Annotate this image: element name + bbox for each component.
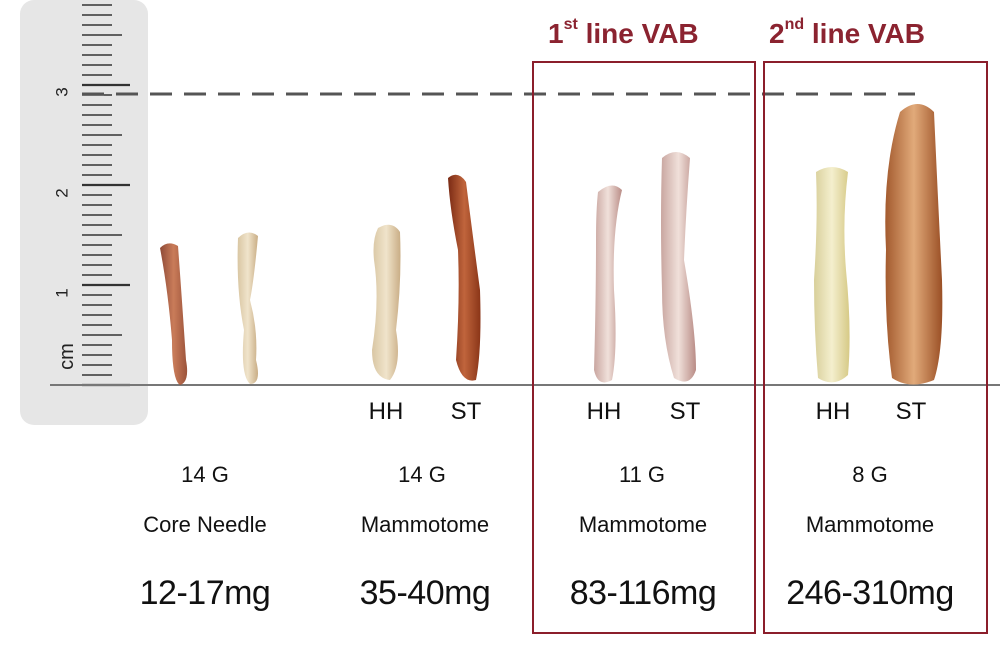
sample-11g-st — [661, 152, 696, 382]
device-group-3: Mammotome — [578, 512, 708, 537]
sample-core-needle-2 — [237, 232, 258, 384]
gauge-group-1: 14 G — [181, 462, 229, 487]
tag-11g-st: ST — [669, 398, 701, 425]
weight-group-2: 35-40mg — [359, 574, 491, 612]
second-line-vab-title: 2nd line VAB — [769, 15, 925, 49]
sample-14g-hh — [372, 224, 401, 380]
sample-8g-hh — [814, 167, 850, 383]
ruler-ticks — [82, 4, 130, 387]
tag-8g-st: ST — [895, 398, 927, 425]
gauge-group-3: 11 G — [618, 462, 666, 487]
sample-11g-hh — [594, 185, 622, 383]
gauge-group-2: 14 G — [398, 462, 446, 487]
sample-8g-st — [885, 104, 943, 385]
first-line-vab-title: 1st line VAB — [548, 15, 699, 49]
weight-group-3: 83-116mg — [569, 574, 717, 612]
device-group-4: Mammotome — [805, 512, 935, 537]
tag-14g-hh: HH — [368, 398, 404, 425]
device-group-2: Mammotome — [360, 512, 490, 537]
second-line-vab-box — [763, 61, 988, 634]
gauge-group-4: 8 G — [852, 462, 888, 487]
sample-14g-st — [448, 174, 481, 381]
tag-14g-st: ST — [450, 398, 482, 425]
weight-group-4: 246-310mg — [786, 574, 954, 612]
sample-core-needle-1 — [160, 243, 188, 385]
tag-11g-hh: HH — [586, 398, 622, 425]
weight-group-1: 12-17mg — [139, 574, 271, 612]
device-group-1: Core Needle — [143, 512, 267, 537]
tag-8g-hh: HH — [815, 398, 851, 425]
first-line-vab-box — [532, 61, 756, 634]
ruler-body — [20, 0, 148, 425]
